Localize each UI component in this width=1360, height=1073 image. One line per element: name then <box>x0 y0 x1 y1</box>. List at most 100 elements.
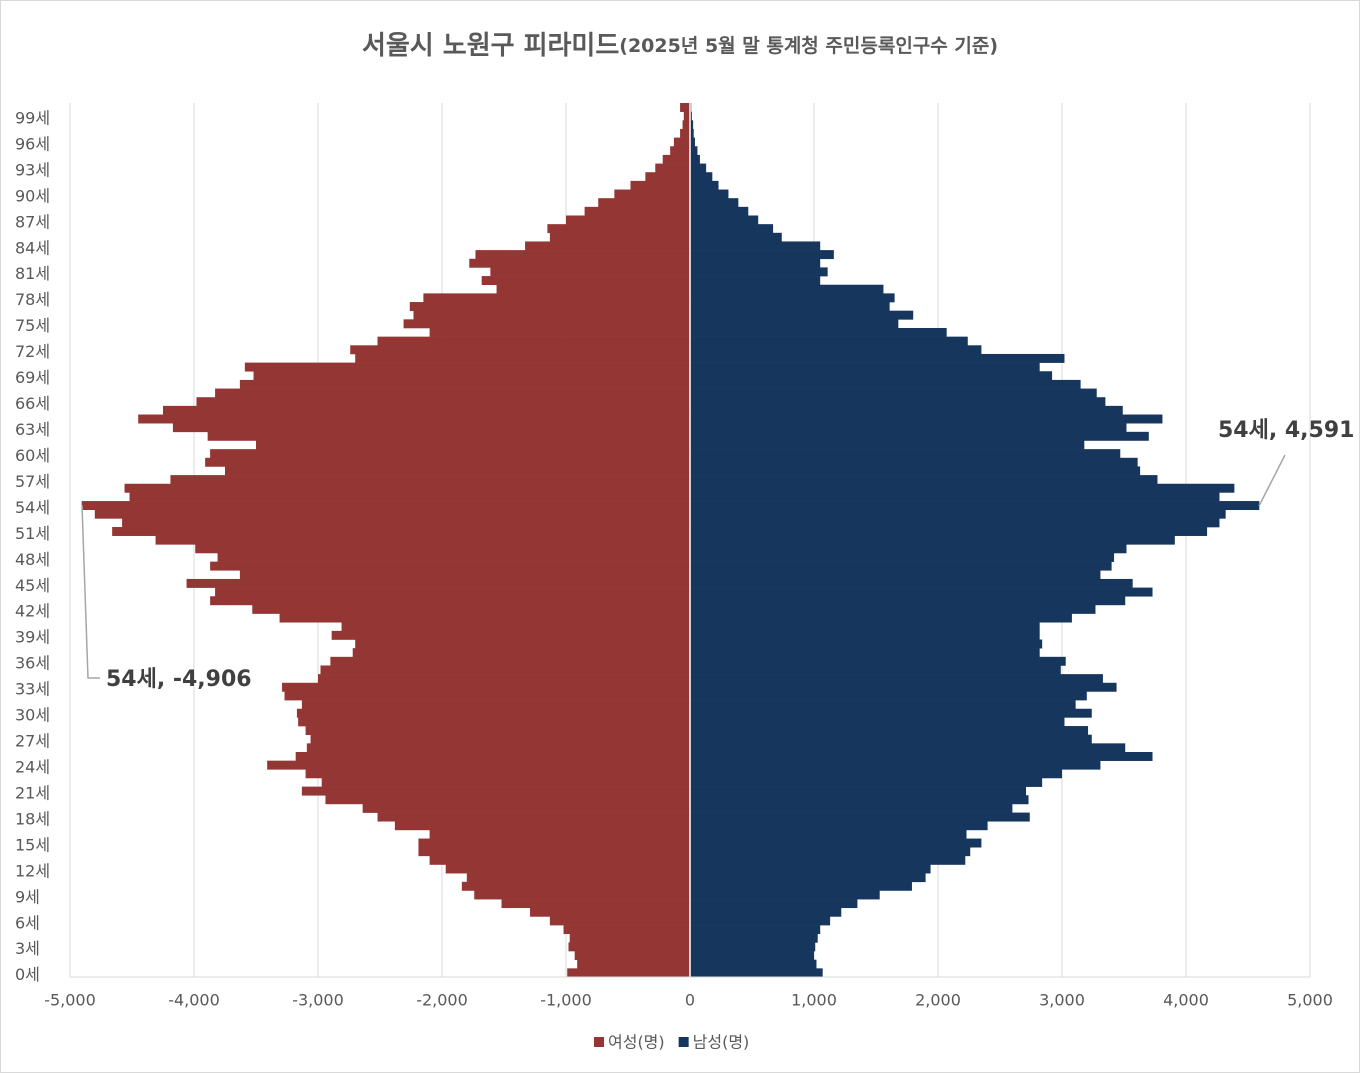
bar <box>690 821 988 831</box>
y-tick-label: 93세 <box>15 160 50 179</box>
x-tick-label: -4,000 <box>168 991 220 1010</box>
bars <box>81 103 1260 978</box>
y-tick-label: 42세 <box>15 602 50 621</box>
bar <box>690 206 749 216</box>
bar <box>267 760 690 770</box>
bar <box>690 674 1103 684</box>
bar <box>310 734 690 744</box>
y-tick-label: 45세 <box>15 576 50 595</box>
bar <box>690 414 1163 424</box>
bar <box>690 379 1081 389</box>
y-tick-label: 6세 <box>15 913 40 932</box>
x-tick-label: -1,000 <box>540 991 592 1010</box>
bar <box>690 483 1235 493</box>
bar <box>690 276 821 286</box>
bar <box>670 146 690 156</box>
bar <box>690 284 884 294</box>
bar <box>418 838 690 848</box>
bar <box>690 302 890 311</box>
bar <box>690 907 842 917</box>
bar <box>690 431 1149 441</box>
bar <box>122 518 690 528</box>
bar <box>690 198 739 208</box>
y-tick-label: 12세 <box>15 861 50 880</box>
bar <box>690 310 914 320</box>
bar <box>341 622 690 632</box>
bar <box>673 137 690 147</box>
bar <box>409 302 690 311</box>
bar <box>690 120 694 130</box>
bar <box>690 440 1085 450</box>
bar <box>690 362 1040 372</box>
bar <box>501 899 690 909</box>
bar <box>690 388 1097 398</box>
bar <box>690 942 816 952</box>
bar <box>584 206 690 216</box>
bar <box>690 682 1117 692</box>
y-tick-label: 87세 <box>15 212 50 231</box>
bar <box>362 803 690 813</box>
bar <box>196 397 691 407</box>
y-tick-label: 66세 <box>15 394 50 413</box>
bar <box>301 786 690 796</box>
bar <box>525 241 690 251</box>
legend-label: 여성(명) <box>608 1033 665 1052</box>
bar <box>690 241 821 251</box>
leader-line <box>81 504 100 679</box>
y-tick-label: 36세 <box>15 654 50 673</box>
bar <box>690 353 1065 363</box>
bar <box>690 509 1226 519</box>
bar <box>645 172 690 182</box>
chart-subtitle: (2025년 5월 말 통계청 주민등록인구수 기준) <box>619 35 998 57</box>
bar <box>690 146 698 156</box>
bar <box>423 293 690 303</box>
bar <box>217 552 690 562</box>
bar <box>690 570 1101 580</box>
bar <box>690 656 1066 666</box>
bar <box>690 189 729 199</box>
x-tick-label: -3,000 <box>292 991 344 1010</box>
bar <box>305 769 690 779</box>
bar <box>325 795 690 805</box>
bar <box>690 812 1030 822</box>
y-tick-label: 69세 <box>15 368 50 387</box>
legend-swatch <box>678 1037 689 1047</box>
y-tick-label: 0세 <box>15 965 40 984</box>
bar <box>690 700 1076 710</box>
bar <box>566 215 690 225</box>
bar <box>186 578 690 588</box>
bar <box>690 172 713 182</box>
bar <box>690 873 926 883</box>
annotation: 54세, 4,591 <box>1218 418 1354 443</box>
bar <box>690 630 1040 640</box>
chart-heading: 서울시 노원구 피라미드(2025년 5월 말 통계청 주민등록인구수 기준) <box>362 31 998 61</box>
bar <box>690 717 1065 727</box>
bar <box>355 353 690 363</box>
bar <box>301 700 690 710</box>
bar <box>690 561 1112 571</box>
bar <box>256 440 690 450</box>
leader-line <box>1258 454 1286 507</box>
bar <box>155 535 690 545</box>
bar <box>682 120 690 130</box>
bar <box>690 777 1043 787</box>
bar <box>282 682 690 692</box>
x-tick-label: 3,000 <box>1039 991 1085 1010</box>
bar <box>413 310 690 320</box>
bar <box>330 656 690 666</box>
bar <box>655 163 690 173</box>
y-tick-label: 90세 <box>15 186 50 205</box>
bar <box>81 501 690 511</box>
bar <box>475 250 690 260</box>
bar <box>210 596 690 606</box>
y-tick-label: 72세 <box>15 342 50 361</box>
bar <box>690 734 1092 744</box>
y-tick-label: 96세 <box>15 134 50 153</box>
bar <box>461 881 690 891</box>
bar <box>252 604 690 614</box>
bar <box>690 475 1158 485</box>
annotation: 54세, -4,906 <box>106 667 252 692</box>
y-tick-label: 15세 <box>15 835 50 854</box>
bar <box>466 873 690 883</box>
bar <box>690 466 1141 476</box>
